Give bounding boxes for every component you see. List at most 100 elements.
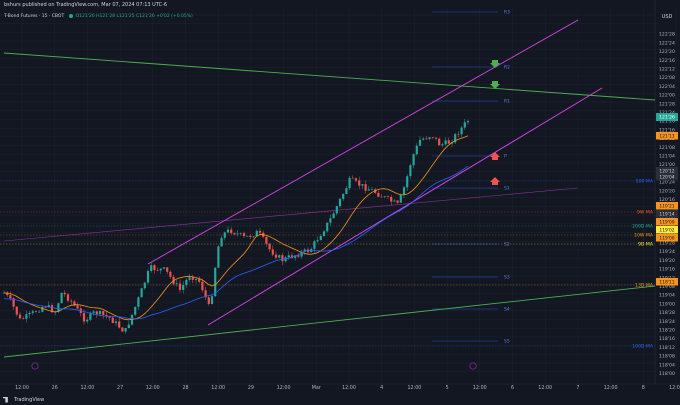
candle-body	[57, 303, 60, 313]
sell-arrow-up-icon[interactable]	[490, 152, 500, 160]
candle-body	[386, 196, 390, 197]
price-tick-label: 118'20	[659, 328, 675, 334]
time-tick-label: 4	[380, 385, 383, 391]
candle-body	[169, 271, 172, 277]
price-tick-label: 121'00	[659, 162, 675, 168]
time-tick-label: 12:00	[669, 385, 680, 391]
time-tick-label: 7	[576, 385, 579, 391]
price-tick-label: 121'04	[659, 154, 675, 160]
price-tick-label: 119'28	[659, 241, 675, 247]
ma-label: 9W MA	[637, 210, 654, 216]
price-tick-label: 118'16	[659, 336, 675, 342]
candle-body	[361, 184, 364, 186]
candle-body	[460, 127, 463, 135]
time-tick-label: Mar	[312, 385, 321, 391]
candle-body	[12, 298, 15, 307]
candle-body	[44, 307, 47, 308]
time-tick-label: 12:00	[473, 385, 487, 391]
current-price-tag	[656, 113, 678, 121]
price-tag	[656, 218, 678, 226]
candle-body	[396, 200, 399, 203]
candle-body	[447, 140, 450, 144]
price-tick-label: 118'04	[659, 362, 675, 368]
symbol-name[interactable]: T-Bond Futures · 15 · CBOT	[4, 14, 65, 19]
candle-body	[364, 184, 367, 191]
live-dot-icon	[68, 13, 73, 18]
price-tag-label: 119'02	[659, 228, 674, 234]
pivot-level-label: S4	[504, 307, 510, 313]
ma-label: 200D MA	[632, 224, 654, 230]
candle-body	[22, 318, 25, 320]
candle-body	[166, 267, 169, 272]
candle-body	[178, 283, 182, 290]
candle-body	[297, 255, 300, 257]
candle-body	[422, 138, 425, 140]
candle-body	[114, 321, 118, 323]
candle-body	[207, 297, 210, 304]
candle-body	[281, 255, 284, 262]
candle-body	[377, 192, 380, 197]
candle-body	[230, 229, 233, 234]
ma-label: 13D MA	[635, 283, 654, 289]
candle-body	[239, 233, 242, 234]
time-tick-label: 12:00	[15, 385, 29, 391]
candle-body	[319, 235, 322, 241]
price-tick-label: 119'20	[659, 258, 675, 264]
candle-body	[434, 137, 438, 139]
candle-body	[306, 249, 310, 253]
candle-body	[351, 177, 354, 179]
candle-body	[50, 305, 54, 313]
time-tick-label: 26	[52, 385, 58, 391]
candle-body	[150, 265, 153, 271]
candle-body	[127, 324, 130, 329]
candle-body	[198, 278, 201, 282]
price-tag-label: 119'09	[659, 220, 674, 226]
candle-body	[188, 277, 191, 280]
candle-body	[332, 213, 335, 219]
time-tick-label: 12:00	[538, 385, 552, 391]
time-tick-label: 6	[511, 385, 514, 391]
time-tick-label: 27	[117, 385, 123, 391]
price-tick-label: 122'08	[659, 75, 675, 81]
ohlc-text: O121'26 H121'28 L121'25 C121'26 +0'02 (+…	[75, 14, 193, 19]
candle-body	[402, 187, 406, 195]
tradingview-logo-icon	[3, 396, 8, 403]
candle-body	[28, 312, 31, 315]
price-tag-label: 119'21	[659, 204, 674, 210]
symbol-legend: T-Bond Futures · 15 · CBOT O121'26 H121'…	[4, 12, 193, 22]
candle-body	[438, 138, 441, 146]
price-tag	[656, 278, 678, 286]
candle-body	[316, 240, 319, 242]
ma-blue-line	[3, 165, 469, 320]
candle-body	[134, 306, 137, 315]
price-tick-label: 119'08	[659, 284, 675, 290]
candle-body	[370, 189, 374, 191]
candle-body	[428, 137, 431, 140]
candle-body	[156, 270, 159, 271]
candle-body	[431, 137, 434, 138]
candle-body	[182, 284, 185, 290]
candle-body	[290, 255, 294, 258]
pivot-level-label: R1	[504, 99, 510, 105]
candle-body	[284, 257, 287, 262]
time-tick-label: 29	[248, 385, 254, 391]
candle-body	[383, 196, 386, 198]
buy-arrow-down-icon[interactable]	[490, 81, 500, 89]
candle-body	[73, 301, 76, 306]
price-tick-label: 121'20	[659, 119, 675, 125]
price-tag	[656, 226, 678, 234]
candle-body	[278, 255, 281, 258]
trendline-lower-green	[3, 285, 656, 358]
candle-body	[249, 235, 252, 237]
candle-body	[121, 327, 124, 332]
candle-body	[98, 311, 102, 315]
sell-arrow-up-icon[interactable]	[490, 177, 500, 185]
candle-body	[425, 138, 428, 140]
time-tick-label: 12:00	[211, 385, 225, 391]
candle-body	[18, 314, 22, 319]
buy-arrow-down-icon[interactable]	[490, 60, 500, 68]
candle-body	[41, 307, 44, 312]
pivot-level-label: P	[504, 154, 507, 160]
